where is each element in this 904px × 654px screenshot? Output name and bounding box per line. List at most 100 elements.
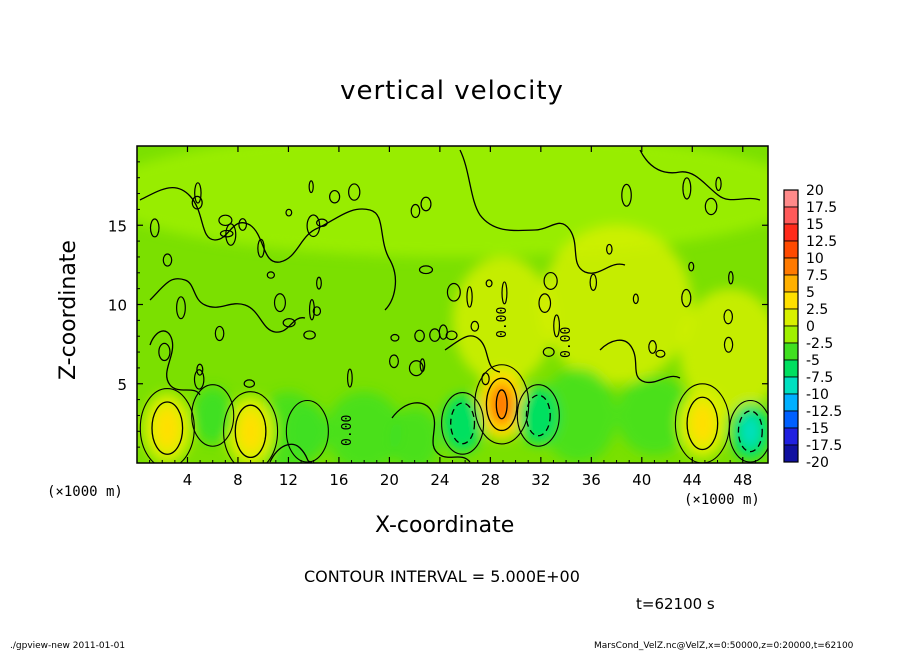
contour-line bbox=[408, 360, 424, 377]
x-tick-label: 36 bbox=[582, 471, 601, 489]
contour-line bbox=[410, 203, 421, 219]
contour-line bbox=[686, 396, 719, 451]
field-core bbox=[202, 398, 223, 433]
contour-line bbox=[191, 195, 203, 210]
colorbar-swatch bbox=[783, 291, 799, 310]
y-tick-label: 10 bbox=[108, 297, 127, 315]
contour-line bbox=[223, 391, 279, 463]
svg-text:0.00: 0.00 bbox=[495, 307, 510, 338]
contour-line bbox=[316, 276, 322, 290]
contour-line bbox=[214, 325, 225, 342]
colorbar-swatch bbox=[783, 393, 799, 412]
contour-line bbox=[501, 281, 508, 305]
contour-line bbox=[149, 218, 160, 238]
colorbar-label: -10 bbox=[806, 387, 829, 403]
colorbar-swatch bbox=[783, 325, 799, 344]
contour-line bbox=[162, 253, 173, 267]
contour-line bbox=[446, 282, 461, 302]
contour-line bbox=[273, 293, 286, 313]
x-tick-label: 4 bbox=[183, 471, 193, 489]
colorbar-swatch bbox=[783, 274, 799, 293]
colorbar-label: -15 bbox=[806, 421, 829, 437]
x-unit-label-right: (×1000 m) bbox=[684, 492, 760, 508]
field-wash bbox=[616, 375, 693, 456]
contour-line bbox=[414, 329, 425, 343]
contour-line bbox=[312, 306, 322, 316]
field-core bbox=[528, 398, 549, 433]
y-tick-label: 5 bbox=[117, 376, 127, 394]
contour-line bbox=[348, 183, 361, 201]
contour-line bbox=[234, 404, 267, 459]
y-axis-label: Z-coordinate bbox=[56, 240, 81, 380]
x-tick-label: 16 bbox=[329, 471, 348, 489]
contour-line bbox=[470, 320, 480, 332]
contour-line bbox=[176, 296, 186, 320]
field-core bbox=[489, 382, 515, 426]
contour-line bbox=[441, 392, 485, 455]
x-tick-label: 48 bbox=[733, 471, 752, 489]
contour-line bbox=[525, 394, 551, 437]
contour-line bbox=[218, 214, 233, 227]
contour-line bbox=[621, 183, 632, 207]
contour-line bbox=[542, 347, 555, 357]
y-tick-label: 15 bbox=[108, 217, 127, 235]
field-core bbox=[452, 406, 473, 441]
colorbar-label: -2.5 bbox=[806, 336, 833, 352]
contour-line bbox=[418, 265, 434, 275]
contour-line bbox=[648, 340, 657, 354]
contour-line bbox=[346, 368, 353, 388]
contour-line bbox=[639, 149, 761, 201]
x-tick-label: 44 bbox=[683, 471, 702, 489]
contour-line bbox=[139, 387, 195, 463]
contour-line bbox=[481, 372, 490, 386]
colorbar-swatch bbox=[783, 427, 799, 446]
contour-line bbox=[420, 196, 432, 212]
contour-line bbox=[193, 369, 205, 390]
contour-line bbox=[308, 299, 315, 321]
contour-line bbox=[306, 214, 321, 238]
contour-line bbox=[704, 197, 718, 216]
field-core bbox=[740, 414, 761, 449]
chart-title: vertical velocity bbox=[340, 76, 564, 106]
colorbar-label: -12.5 bbox=[806, 404, 842, 420]
colorbar-label: 17.5 bbox=[806, 200, 837, 216]
field-wash bbox=[540, 367, 617, 463]
contour-line bbox=[438, 324, 448, 340]
field-wash bbox=[137, 146, 768, 257]
contour-line bbox=[139, 186, 397, 311]
field-core bbox=[237, 409, 264, 453]
colorbar-label: -17.5 bbox=[806, 438, 842, 454]
field-wash bbox=[326, 391, 403, 463]
field-wash bbox=[452, 256, 554, 384]
colorbar-swatch bbox=[783, 342, 799, 361]
contour-line bbox=[196, 363, 204, 376]
contour-line bbox=[485, 279, 493, 288]
contour-line bbox=[485, 377, 518, 432]
contour-line bbox=[308, 180, 314, 194]
colorbar-swatch bbox=[783, 376, 799, 395]
x-tick-label: 32 bbox=[531, 471, 550, 489]
colorbar-swatch bbox=[783, 359, 799, 378]
contour-line bbox=[444, 335, 501, 373]
contour-line bbox=[723, 336, 734, 353]
contour-line bbox=[466, 286, 473, 308]
field-core bbox=[154, 406, 180, 450]
contour-line bbox=[303, 330, 316, 340]
contour-line bbox=[589, 273, 598, 291]
colorbar-label: 7.5 bbox=[806, 268, 828, 284]
colorbar-label: -5 bbox=[806, 353, 820, 369]
contour-line bbox=[316, 218, 328, 227]
field-wash bbox=[389, 407, 440, 463]
field-core bbox=[689, 401, 715, 445]
colorbar-label: 12.5 bbox=[806, 234, 837, 250]
x-tick-label: 24 bbox=[430, 471, 449, 489]
x-tick-label: 12 bbox=[279, 471, 298, 489]
contour-line bbox=[723, 309, 734, 325]
contour-line bbox=[450, 402, 476, 445]
contour-line bbox=[516, 384, 560, 447]
field-wash bbox=[540, 225, 693, 384]
x-unit-label-left: (×1000 m) bbox=[47, 484, 123, 500]
contour-line bbox=[243, 379, 256, 388]
colorbar-swatch bbox=[783, 444, 799, 463]
